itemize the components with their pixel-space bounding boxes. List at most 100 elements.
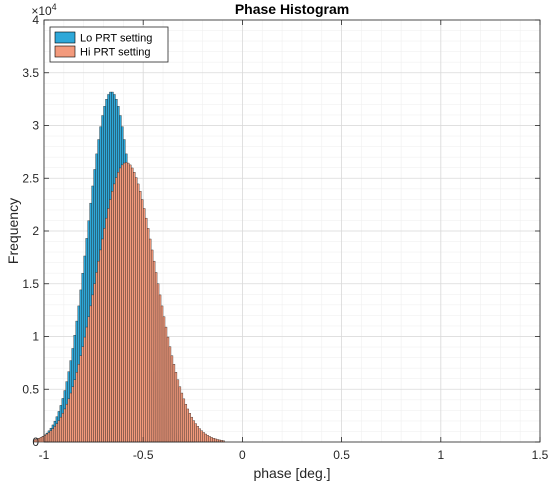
histogram-bar	[182, 398, 186, 443]
histogram-bar	[73, 379, 76, 443]
histogram-bar	[67, 398, 70, 443]
histogram-bar	[103, 228, 106, 443]
y-tick-label: 0	[32, 435, 39, 449]
histogram-bar	[143, 208, 146, 443]
histogram-bar	[55, 423, 59, 443]
histogram-bar	[81, 346, 84, 443]
y-tick-label: 2.5	[22, 171, 39, 185]
chart-title: Phase Histogram	[235, 1, 349, 17]
histogram-bar	[117, 172, 120, 443]
histogram-bar	[154, 272, 158, 443]
x-ticks: -1 -0.5 0 0.5 1 1.5	[39, 20, 549, 462]
histogram-bar	[188, 413, 191, 443]
histogram-bar	[61, 413, 65, 443]
histogram-bar	[202, 432, 205, 443]
legend: Lo PRT setting Hi PRT setting	[49, 26, 169, 63]
histogram-bar	[83, 336, 86, 443]
histogram-bar	[53, 426, 57, 443]
legend-swatch-lo-prt	[54, 31, 76, 44]
histogram-bar	[152, 260, 156, 443]
histogram-bar	[170, 355, 174, 443]
histogram-bar	[93, 283, 96, 443]
legend-label-lo-prt: Lo PRT setting	[80, 33, 152, 45]
histogram-bar	[208, 436, 211, 443]
histogram-bar	[101, 238, 104, 443]
histogram-bar	[51, 428, 55, 443]
histogram-bar	[65, 403, 68, 443]
histogram-bar	[192, 420, 195, 443]
x-tick-label: 0	[239, 448, 246, 462]
histogram-bar	[145, 217, 148, 443]
histogram-bar	[206, 435, 209, 443]
histogram-bar	[107, 208, 110, 443]
histogram-bar	[186, 408, 190, 443]
y-axis-label: Frequency	[5, 198, 21, 264]
histogram-bar	[162, 316, 166, 443]
y-tick-label: 1	[32, 330, 39, 344]
histogram-bar	[123, 162, 126, 443]
x-axis-label: phase [deg.]	[253, 465, 330, 481]
histogram-bar	[119, 167, 122, 443]
histogram-bar	[150, 249, 154, 443]
y-tick-label: 0.5	[22, 382, 39, 396]
histogram-bar	[113, 183, 116, 443]
y-tick-label: 4	[32, 13, 39, 27]
histogram-bar	[79, 355, 82, 443]
histogram-bar	[146, 228, 150, 443]
histogram-bar	[139, 191, 142, 443]
histogram-bar	[129, 164, 132, 443]
histogram-bar	[133, 172, 136, 443]
histogram-bar	[91, 294, 94, 443]
histogram-bar	[196, 426, 199, 443]
histogram-bar	[59, 416, 63, 443]
histogram-bar	[135, 177, 138, 443]
histogram-bar	[174, 372, 178, 443]
histogram-bar	[111, 191, 114, 443]
histogram-bar	[172, 364, 176, 443]
histogram-bar	[176, 379, 180, 443]
histogram-bar	[115, 177, 118, 443]
histogram-bar	[212, 438, 215, 443]
histogram-bar	[190, 416, 193, 443]
histogram-bar	[137, 183, 140, 443]
histogram-bar	[77, 364, 80, 443]
legend-swatch-hi-prt	[54, 45, 76, 58]
histogram-bar	[200, 430, 203, 443]
histogram-bar	[141, 199, 144, 443]
histogram-bar	[156, 283, 160, 443]
histogram-bar	[45, 433, 49, 443]
histogram-bar	[47, 432, 51, 443]
histogram-bar	[85, 326, 88, 443]
histogram-bar	[204, 433, 207, 443]
y-tick-label: 3.5	[22, 66, 39, 80]
histogram-bar	[105, 217, 108, 443]
x-tick-label: -0.5	[133, 448, 154, 462]
histogram-bar	[148, 238, 152, 443]
legend-label-hi-prt: Hi PRT setting	[80, 47, 151, 59]
histogram-bar	[198, 428, 201, 443]
histogram-bar	[57, 420, 61, 443]
histogram-bar	[99, 249, 102, 443]
histogram-bar	[210, 437, 213, 443]
y-tick-label: 1.5	[22, 277, 39, 291]
histogram-bar	[71, 386, 74, 443]
histogram-bar	[131, 167, 134, 443]
y-tick-label: 3	[32, 119, 39, 133]
y-tick-label: 2	[32, 224, 39, 238]
histogram-bar	[69, 392, 72, 443]
x-tick-label: -1	[39, 448, 50, 462]
histogram-bar	[184, 403, 188, 443]
histogram-bar	[49, 430, 53, 443]
histogram-bar	[214, 438, 217, 443]
histogram-bar	[168, 346, 172, 443]
histogram-bar	[89, 305, 92, 443]
histogram-bar	[166, 336, 170, 443]
histogram-bar	[87, 316, 90, 443]
histogram-bar	[95, 272, 98, 443]
histogram-bar	[178, 386, 182, 443]
x-tick-label: 1.5	[532, 448, 549, 462]
histogram-bar	[160, 305, 164, 443]
y-ticks: 0 0.5 1 1.5 2 2.5 3 3.5 4	[22, 13, 540, 449]
histogram-bar	[75, 372, 78, 443]
